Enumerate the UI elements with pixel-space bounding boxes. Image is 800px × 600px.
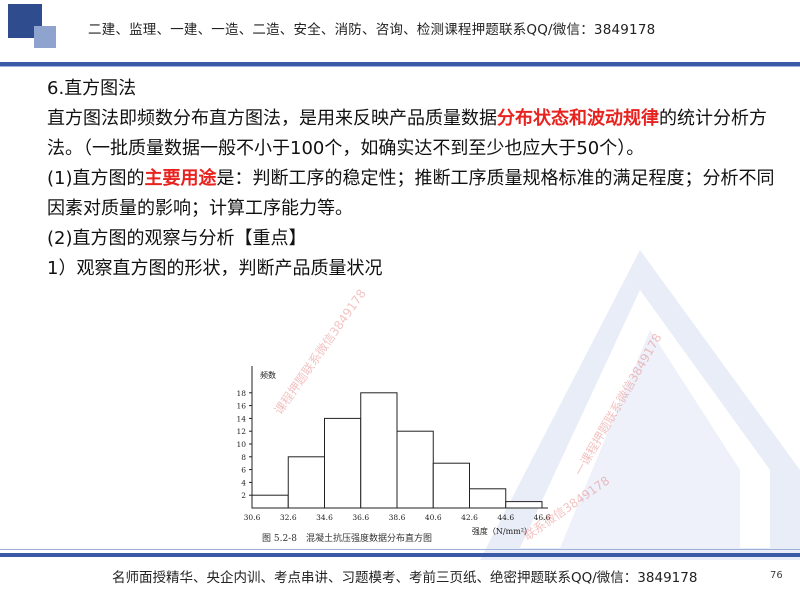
x-tick-label-5: 40.6	[425, 513, 442, 522]
histogram-bar-7	[505, 501, 543, 509]
footer-contact-text: 名师面授精华、央企内训、考点串讲、习题模考、考前三页纸、绝密押题联系QQ/微信：…	[112, 570, 698, 586]
paragraph-shape-item: 1）观察直方图的形状，判断产品质量状况	[47, 258, 383, 279]
histogram-svg: 2 4 6 8 10 12 14 16 18 频数 30.6 32.6 34.6 36.6 38.6 40.6…	[236, 366, 551, 536]
para2-text-before: (1)直方图的	[47, 168, 145, 189]
header-divider-thin	[0, 66, 800, 67]
y-axis-label: 频数	[260, 370, 276, 380]
x-tick-label-8: 46.6	[534, 513, 551, 522]
histogram-bar-6	[469, 488, 507, 509]
x-tick-label-7: 44.6	[497, 513, 514, 522]
section-title: 6.直方图法	[47, 78, 137, 99]
histogram-bar-5	[432, 462, 470, 509]
histogram-bar-0	[251, 494, 289, 509]
slide-body: 6.直方图法 直方图法即频数分布直方图法，是用来反映产品质量数据分布状态和波动规…	[47, 74, 787, 284]
header-contact-text: 二建、监理、一建、一造、二造、安全、消防、咨询、检测课程押题联系QQ/微信：38…	[88, 22, 656, 38]
x-tick-label-3: 36.6	[352, 513, 369, 522]
header-divider	[0, 62, 800, 66]
x-axis-label: 强度（N/mm²）	[472, 526, 532, 536]
histogram-bar-4	[396, 430, 434, 509]
y-tick-label-8: 18	[236, 389, 246, 398]
y-tick-label-1: 4	[241, 478, 246, 487]
y-tick-label-2: 6	[241, 466, 246, 475]
page-number: 76	[770, 570, 783, 581]
x-tick-label-6: 42.6	[461, 513, 478, 522]
y-tick-label-7: 16	[236, 402, 246, 411]
para1-highlight: 分布状态和波动规律	[497, 108, 659, 129]
y-tick-label-3: 8	[241, 453, 246, 462]
para1-text-after: 的统计分析方法。（一批质量数据一般不小于100个，如确实达不到至少也应大于50个…	[47, 108, 767, 159]
histogram-bar-2	[324, 417, 362, 509]
figure-caption: 图 5.2-8 混凝土抗压强度数据分布直方图	[262, 534, 432, 544]
y-tick-label-5: 12	[236, 427, 246, 436]
x-tick-label-0: 30.6	[244, 513, 261, 522]
paragraph-definition: 直方图法即频数分布直方图法，是用来反映产品质量数据分布状态和波动规律的统计分析方…	[47, 104, 787, 164]
x-tick-label-4: 38.6	[389, 513, 406, 522]
para2-highlight: 主要用途	[144, 168, 217, 189]
para1-text-before: 直方图法即频数分布直方图法，是用来反映产品质量数据	[47, 108, 497, 129]
paragraph-uses: (1)直方图的主要用途是：判断工序的稳定性；推断工序质量规格标准的满足程度；分析…	[47, 164, 787, 224]
footer-divider	[0, 553, 800, 557]
paragraph-observation-heading: (2)直方图的观察与分析【重点】	[47, 228, 307, 249]
x-tick-label-1: 32.6	[280, 513, 297, 522]
y-tick-label-0: 2	[241, 491, 246, 500]
histogram-figure: 2 4 6 8 10 12 14 16 18 频数 30.6 32.6 34.6 36.6 38.6 40.6…	[212, 360, 552, 550]
y-tick-label-4: 10	[236, 440, 246, 449]
logo-square-light	[34, 26, 56, 48]
para2-text-after: 是：判断工序的稳定性；推断工序质量规格标准的满足程度；分析不同因素对质量的影响；…	[47, 168, 775, 219]
slide-header: 二建、监理、一建、一造、二造、安全、消防、咨询、检测课程押题联系QQ/微信：38…	[0, 0, 800, 66]
y-tick-label-6: 14	[236, 414, 246, 423]
x-tick-label-2: 34.6	[316, 513, 333, 522]
histogram-bar-3	[360, 392, 398, 509]
histogram-bar-1	[287, 456, 325, 509]
footer-divider-thin	[0, 549, 800, 550]
